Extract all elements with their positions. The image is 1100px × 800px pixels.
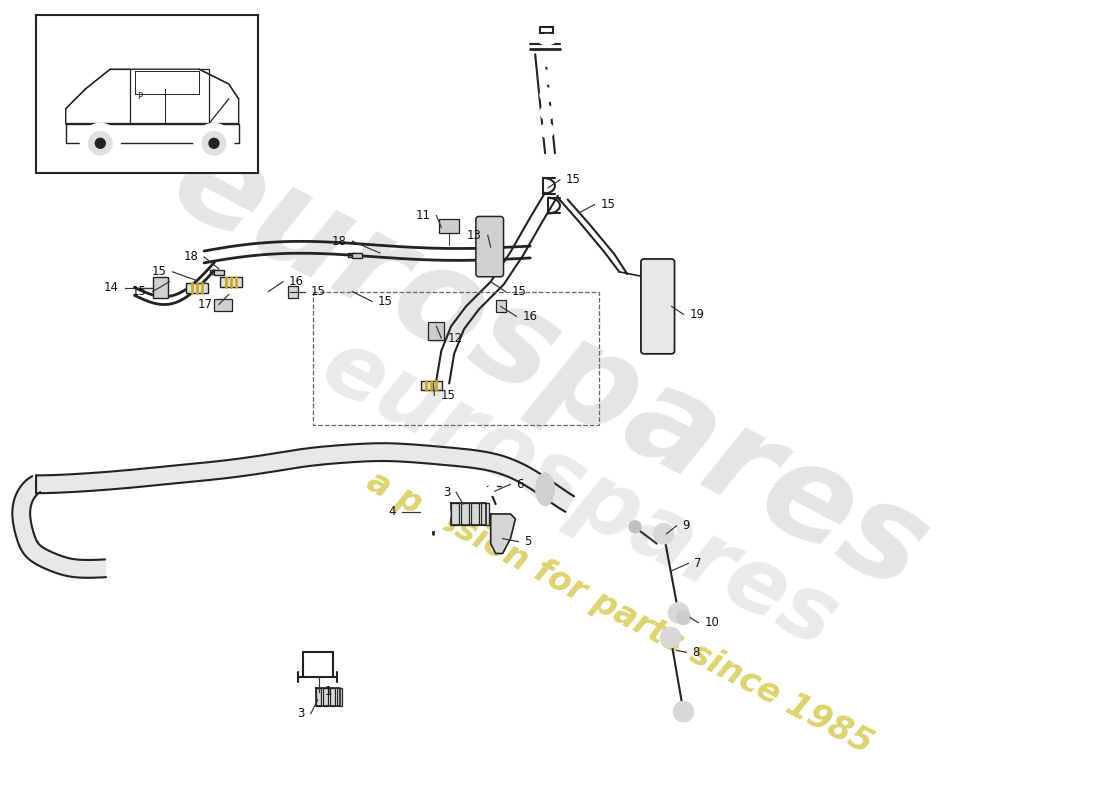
Text: 18: 18 (184, 250, 198, 263)
Text: 13: 13 (466, 229, 482, 242)
Text: 9: 9 (682, 519, 690, 532)
Text: 7: 7 (694, 557, 702, 570)
Text: 15: 15 (565, 174, 581, 186)
Text: 5: 5 (525, 535, 531, 548)
Text: 19: 19 (690, 308, 704, 321)
Bar (428, 322, 444, 340)
Text: 18: 18 (331, 234, 346, 248)
Text: 15: 15 (378, 295, 393, 308)
Text: 4: 4 (388, 506, 396, 518)
Circle shape (673, 702, 693, 722)
Circle shape (676, 611, 691, 625)
Bar (322, 688, 328, 706)
Circle shape (418, 498, 449, 530)
Bar (451, 503, 459, 525)
Circle shape (487, 486, 497, 495)
Circle shape (543, 109, 551, 117)
Text: 15: 15 (601, 198, 615, 211)
Circle shape (80, 123, 120, 163)
Text: 6: 6 (516, 478, 524, 491)
Text: 15: 15 (311, 285, 326, 298)
Bar (36, 15, 258, 173)
Polygon shape (36, 443, 574, 512)
Text: 15: 15 (512, 285, 526, 298)
Bar (186, 282, 208, 293)
Bar (312, 291, 600, 425)
Bar (352, 253, 362, 258)
Circle shape (202, 131, 226, 155)
Text: 14: 14 (104, 281, 119, 294)
Text: 12: 12 (448, 331, 462, 345)
Text: 17: 17 (198, 298, 213, 311)
Bar (471, 503, 478, 525)
Circle shape (540, 70, 554, 84)
Bar (316, 688, 321, 706)
Circle shape (96, 138, 106, 148)
Text: 11: 11 (416, 209, 430, 222)
Bar (439, 219, 459, 234)
Text: eurospares: eurospares (307, 322, 852, 667)
Text: 3: 3 (443, 486, 450, 498)
FancyBboxPatch shape (641, 259, 674, 354)
Circle shape (540, 106, 554, 119)
Text: 15: 15 (440, 389, 455, 402)
Polygon shape (491, 514, 516, 554)
Polygon shape (12, 476, 106, 578)
Bar (214, 299, 232, 311)
Ellipse shape (538, 34, 556, 45)
Bar (330, 688, 336, 706)
FancyBboxPatch shape (476, 217, 504, 277)
Circle shape (195, 123, 233, 163)
Text: 10: 10 (704, 616, 719, 629)
Bar (461, 503, 469, 525)
Circle shape (543, 73, 551, 81)
Text: 1: 1 (324, 686, 332, 698)
Circle shape (88, 131, 112, 155)
Circle shape (669, 603, 689, 622)
Text: 15: 15 (152, 266, 166, 278)
Bar (481, 503, 488, 525)
Circle shape (543, 91, 551, 99)
Circle shape (540, 88, 554, 102)
Bar (337, 688, 342, 706)
Bar (153, 277, 168, 298)
Text: 15: 15 (132, 285, 146, 298)
Text: eurospares: eurospares (152, 114, 948, 618)
Bar (288, 286, 298, 298)
Text: a passion for parts since 1985: a passion for parts since 1985 (361, 465, 878, 761)
Circle shape (629, 521, 641, 533)
Ellipse shape (536, 474, 554, 505)
Circle shape (543, 55, 551, 63)
Text: 3: 3 (297, 707, 305, 720)
Circle shape (653, 524, 673, 544)
Bar (496, 301, 506, 312)
Circle shape (209, 138, 219, 148)
Circle shape (543, 126, 551, 134)
Bar (220, 277, 242, 286)
Text: 8: 8 (692, 646, 700, 659)
Text: P: P (138, 92, 142, 102)
Bar (214, 270, 223, 274)
Bar (420, 381, 442, 390)
Circle shape (540, 52, 554, 66)
Text: 16: 16 (522, 310, 537, 322)
Text: 16: 16 (289, 275, 304, 288)
Circle shape (540, 123, 554, 138)
Circle shape (661, 628, 681, 647)
